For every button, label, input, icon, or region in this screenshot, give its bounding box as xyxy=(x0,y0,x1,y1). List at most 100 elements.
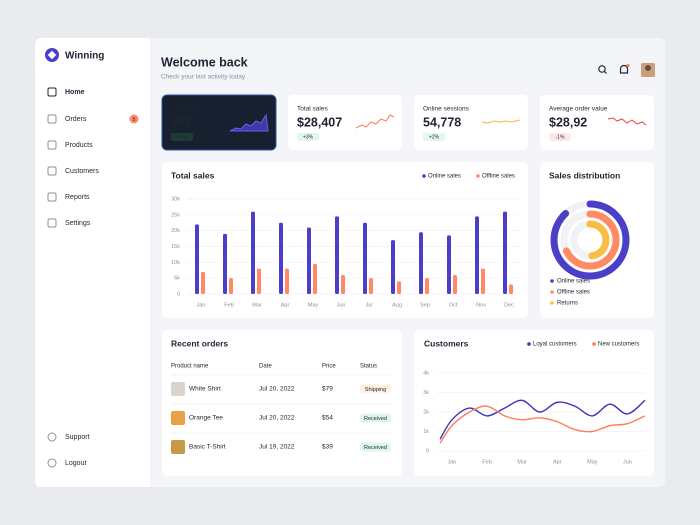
bell xyxy=(619,64,629,74)
status-pill xyxy=(360,384,391,394)
status-pill xyxy=(360,442,391,452)
footer-item[interactable]: Logout xyxy=(65,460,86,467)
kpi-value: $28,92 xyxy=(549,115,587,129)
x-tick-label: Feb xyxy=(224,302,233,308)
card-title: Customers xyxy=(424,338,469,348)
y-tick-label: 25k xyxy=(171,212,180,218)
bar xyxy=(307,227,311,294)
kpi-label: Total orders xyxy=(171,106,206,113)
kpi-label: Online sessions xyxy=(423,106,470,113)
menu-item[interactable]: Settings xyxy=(65,220,91,227)
y-tick-label: 2k xyxy=(423,409,429,415)
bar xyxy=(391,240,395,294)
bar xyxy=(397,281,401,294)
x-tick-label: Jan xyxy=(197,302,206,308)
menu-icon xyxy=(47,140,57,150)
kpi-badge xyxy=(423,133,445,141)
y-tick-label: 15k xyxy=(171,244,180,250)
notification-dot xyxy=(626,63,630,68)
bar xyxy=(229,278,233,294)
order-date: Jul 19, 2022 xyxy=(259,444,295,451)
x-tick-label: Jul xyxy=(365,302,372,308)
y-tick-label: 3k xyxy=(423,390,429,396)
y-tick-label: 30k xyxy=(171,196,180,202)
table-header: Status xyxy=(360,364,377,370)
y-tick-label: 0 xyxy=(426,448,429,454)
x-tick-label: Jan xyxy=(447,459,456,465)
product-name: Orange Tee xyxy=(189,415,223,422)
y-tick-label: 10k xyxy=(171,260,180,266)
ring-bar xyxy=(560,210,620,270)
search-glass xyxy=(598,65,606,73)
menu-item[interactable]: Reports xyxy=(65,194,90,201)
legend-dot xyxy=(550,301,554,305)
menu-icon xyxy=(47,114,57,124)
menu-item[interactable]: Customers xyxy=(65,168,99,175)
order-status: Received xyxy=(364,445,387,451)
footer-item[interactable]: Support xyxy=(65,434,90,441)
legend-dot xyxy=(592,342,596,346)
footer-icon xyxy=(47,432,57,442)
kpi-sparkline xyxy=(229,113,269,132)
card-title: Total sales xyxy=(171,170,215,180)
legend-label: Returns xyxy=(557,301,578,307)
x-tick-label: Mar xyxy=(252,302,262,308)
legend-dot xyxy=(550,290,554,294)
x-tick-label: May xyxy=(587,459,598,465)
kpi-sparkline xyxy=(607,117,647,126)
bar xyxy=(509,284,513,294)
order-price: $39 xyxy=(322,444,333,451)
bar xyxy=(285,268,289,294)
menu-item[interactable]: Orders xyxy=(65,116,87,123)
page-title: Welcome back xyxy=(161,55,248,69)
menu-item[interactable]: Products xyxy=(65,142,93,149)
line-series xyxy=(439,399,646,440)
y-tick-label: 1k xyxy=(423,429,429,435)
x-tick-label: Apr xyxy=(281,302,290,308)
x-tick-label: May xyxy=(308,302,319,308)
bar xyxy=(335,216,339,294)
kpi-value: 54,778 xyxy=(423,115,461,129)
x-tick-label: Jun xyxy=(623,459,632,465)
y-tick-label: 4k xyxy=(423,370,429,376)
order-status: Shipping xyxy=(365,387,386,393)
bar xyxy=(223,233,227,294)
menu-icon xyxy=(47,192,57,202)
kpi-badge xyxy=(297,133,319,141)
sales-card xyxy=(162,162,528,318)
table-header: Date xyxy=(259,364,272,370)
order-date: Jul 20, 2022 xyxy=(259,415,295,422)
kpi-badge xyxy=(549,133,571,141)
legend-label: New customers xyxy=(598,342,639,348)
order-status: Received xyxy=(364,416,387,422)
card-title: Recent orders xyxy=(171,338,228,348)
legend-dot xyxy=(476,174,480,178)
x-tick-label: Mar xyxy=(517,459,527,465)
order-price: $79 xyxy=(322,386,333,393)
notification-icon[interactable] xyxy=(619,63,630,74)
customers-card xyxy=(414,330,654,476)
legend-label: Loyal customers xyxy=(533,342,577,348)
search-icon[interactable] xyxy=(598,65,607,74)
kpi-change: +5% xyxy=(177,135,188,141)
product-name: Basic T-Shirt xyxy=(189,444,226,451)
menu-badge-text: 5 xyxy=(132,117,135,123)
menu-item[interactable]: Home xyxy=(65,89,85,96)
brand: Winning xyxy=(65,51,104,62)
x-tick-label: Sep xyxy=(420,302,430,308)
footer-icon xyxy=(47,458,57,468)
distribution-card xyxy=(540,162,654,318)
legend-dot xyxy=(550,279,554,283)
logo-mark xyxy=(47,50,57,60)
kpi-change: +3% xyxy=(303,135,314,141)
card-title: Sales distribution xyxy=(549,170,620,180)
x-tick-label: Dec xyxy=(504,302,514,308)
page-subtitle: Check your last activity today xyxy=(161,74,246,81)
bar xyxy=(453,275,457,294)
bar xyxy=(313,263,317,294)
legend-dot xyxy=(527,342,531,346)
y-tick-label: 5k xyxy=(174,276,180,282)
product-thumb xyxy=(171,382,185,396)
table-header: Product name xyxy=(171,364,209,370)
bar xyxy=(419,232,423,294)
